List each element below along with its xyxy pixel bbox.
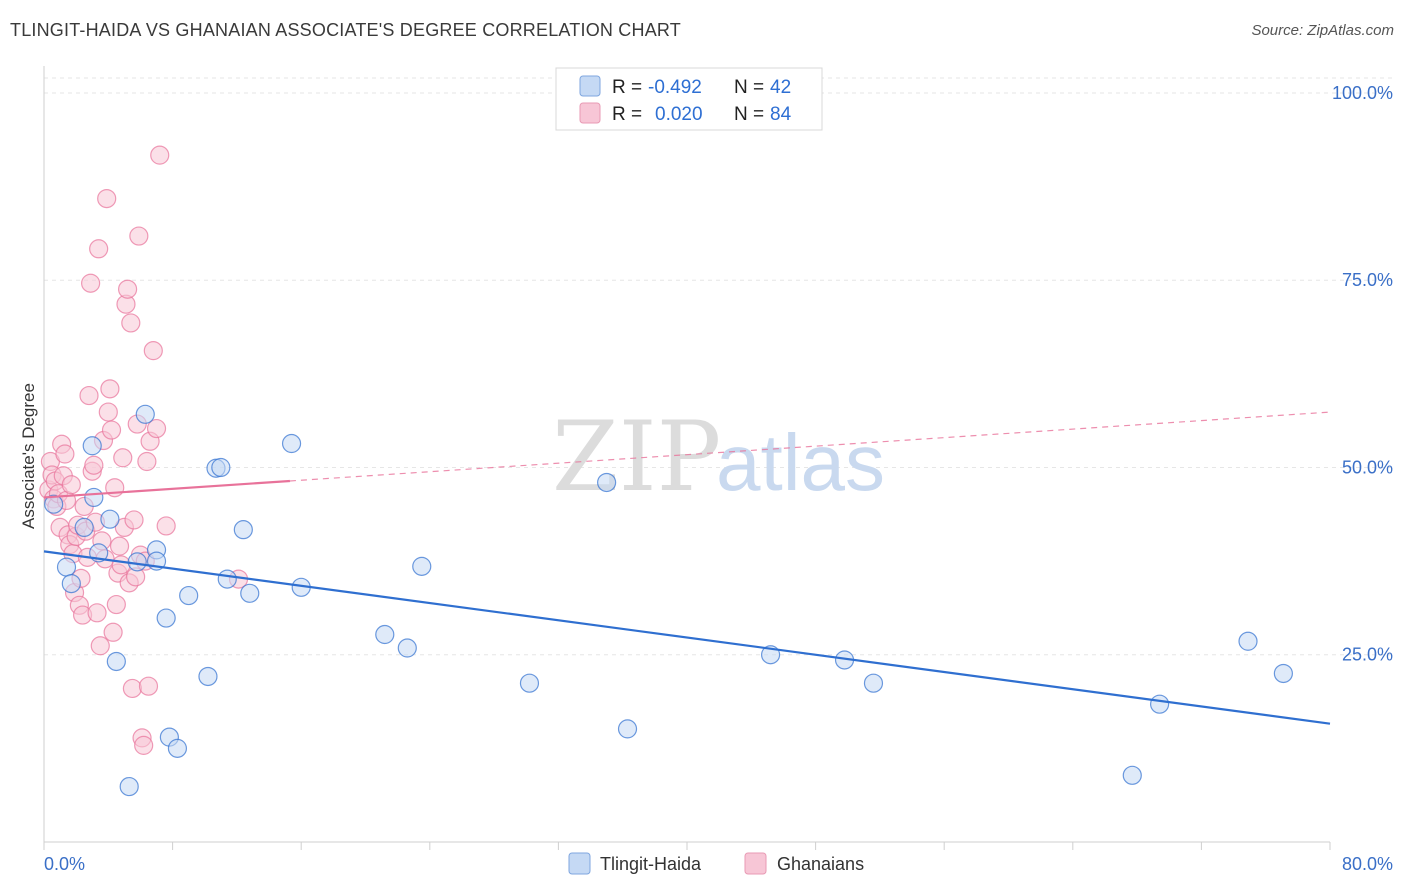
tlingit-haida-point <box>1150 694 1170 714</box>
ghanaians-trend-extension <box>289 411 1331 482</box>
tlingit-haida-point <box>167 738 188 758</box>
ghanaians-point <box>143 341 163 361</box>
tlingit-haida-point <box>100 509 120 529</box>
ghanaians-point <box>61 475 81 495</box>
legend-r-value-2: 0.020 <box>655 104 703 125</box>
legend-r-label-1: R = <box>612 77 642 98</box>
tlingit-haida-point <box>74 517 94 538</box>
ghanaians-point <box>129 226 149 246</box>
tlingit-haida-point <box>179 585 199 606</box>
ghanaians-point <box>146 418 167 439</box>
chart-source: Source: ZipAtlas.com <box>1251 22 1394 39</box>
y-tick-labels: 25.0% 50.0% 75.0% 100.0% <box>1332 83 1393 665</box>
ghanaians-point <box>90 636 110 656</box>
watermark-atlas: atlas <box>716 418 885 507</box>
ghanaians-point <box>84 455 104 475</box>
ghanaians-point <box>111 555 131 575</box>
ghanaians-point <box>55 444 75 464</box>
y-tick-label: 25.0% <box>1342 645 1393 665</box>
tlingit-haida-point <box>106 651 126 672</box>
ghanaians-point <box>81 273 101 293</box>
chart-title: TLINGIT-HAIDA VS GHANAIAN ASSOCIATE'S DE… <box>10 20 681 40</box>
tlingit-haida-point <box>127 552 147 572</box>
tlingit-haida-point <box>135 404 155 424</box>
ghanaians-point <box>89 239 109 259</box>
ghanaians-point <box>122 678 143 699</box>
ghanaians-point <box>109 536 130 556</box>
legend-n-value-1: 42 <box>770 77 791 98</box>
series-legend: Tlingit-Haida Ghanaians <box>568 852 864 875</box>
tlingit-haida-point <box>233 520 253 540</box>
tlingit-haida-point <box>519 673 540 693</box>
ghanaians-point <box>113 448 133 468</box>
tlingit-haida-point <box>61 573 81 594</box>
tlingit-haida-point <box>1273 663 1293 684</box>
ghanaians-point <box>103 622 123 642</box>
ghanaians-point <box>101 420 122 440</box>
y-tick-label: 75.0% <box>1342 270 1393 290</box>
watermark-zip: ZIP <box>552 401 721 513</box>
tlingit-haida-point <box>375 624 395 645</box>
ghanaians-trend-line <box>43 479 291 499</box>
tlingit-haida-point <box>412 556 432 576</box>
ghanaians-point <box>150 145 170 165</box>
series-legend-swatch-tlingit <box>568 852 591 875</box>
axes <box>43 66 1331 850</box>
ghanaians-point <box>156 516 176 536</box>
tlingit-haida-point <box>1238 631 1258 651</box>
ghanaians-point <box>138 676 159 696</box>
legend-n-label-2: N = <box>734 104 764 125</box>
ghanaians-point <box>137 451 157 472</box>
legend-r-label-2: R = <box>612 104 642 125</box>
grid-lines <box>44 77 1392 656</box>
trend-lines <box>43 411 1331 725</box>
legend-r-value-1: -0.492 <box>648 77 702 98</box>
ghanaians-point <box>97 188 117 209</box>
ghanaians-point <box>106 594 126 615</box>
tlingit-haida-point <box>56 557 77 577</box>
ghanaians-point <box>79 385 99 406</box>
tlingit-haida-trend-line <box>43 550 1331 725</box>
ghanaians-point <box>117 279 138 299</box>
legend-n-label-1: N = <box>734 77 764 98</box>
ghanaians-point <box>121 313 141 333</box>
y-tick-label: 100.0% <box>1332 83 1393 103</box>
tlingit-haida-point <box>44 494 64 514</box>
series-legend-label-ghanaians: Ghanaians <box>777 854 864 874</box>
tlingit-haida-point <box>211 457 231 478</box>
legend-swatch-pink <box>579 102 601 124</box>
tlingit-haida-point <box>156 608 176 628</box>
ghanaians-point <box>100 379 120 399</box>
x-tick-label: 0.0% <box>44 854 85 874</box>
series-legend-label-tlingit: Tlingit-Haida <box>600 854 702 874</box>
x-tick-labels: 0.0% 80.0% <box>44 854 1393 874</box>
tlingit-haida-point <box>863 673 884 693</box>
tlingit-haida-point <box>82 436 102 456</box>
tlingit-haida-point <box>119 776 139 797</box>
tlingit-haida-point <box>597 472 617 493</box>
ghanaians-point <box>87 603 107 623</box>
x-tick-label: 80.0% <box>1342 854 1393 874</box>
tlingit-haida-point <box>84 487 104 508</box>
tlingit-haida-point <box>240 583 260 603</box>
tlingit-haida-point <box>397 638 417 658</box>
stats-legend: R = -0.492 N = 42 R = 0.020 N = 84 <box>555 67 823 131</box>
y-tick-label: 50.0% <box>1342 457 1393 477</box>
ghanaians-point <box>124 510 144 530</box>
legend-n-value-2: 84 <box>770 104 792 125</box>
tlingit-haida-point <box>198 666 218 687</box>
tlingit-haida-point <box>1122 765 1142 785</box>
tlingit-haida-point <box>281 433 302 454</box>
series-legend-swatch-ghanaians <box>744 852 767 875</box>
ghanaians-point <box>134 735 154 755</box>
tlingit-haida-point <box>217 569 237 589</box>
data-points <box>39 145 1293 797</box>
legend-swatch-blue <box>579 75 601 97</box>
ghanaians-point <box>98 402 118 422</box>
y-axis-label: Associate's Degree <box>19 383 38 529</box>
tlingit-haida-point <box>617 719 638 739</box>
